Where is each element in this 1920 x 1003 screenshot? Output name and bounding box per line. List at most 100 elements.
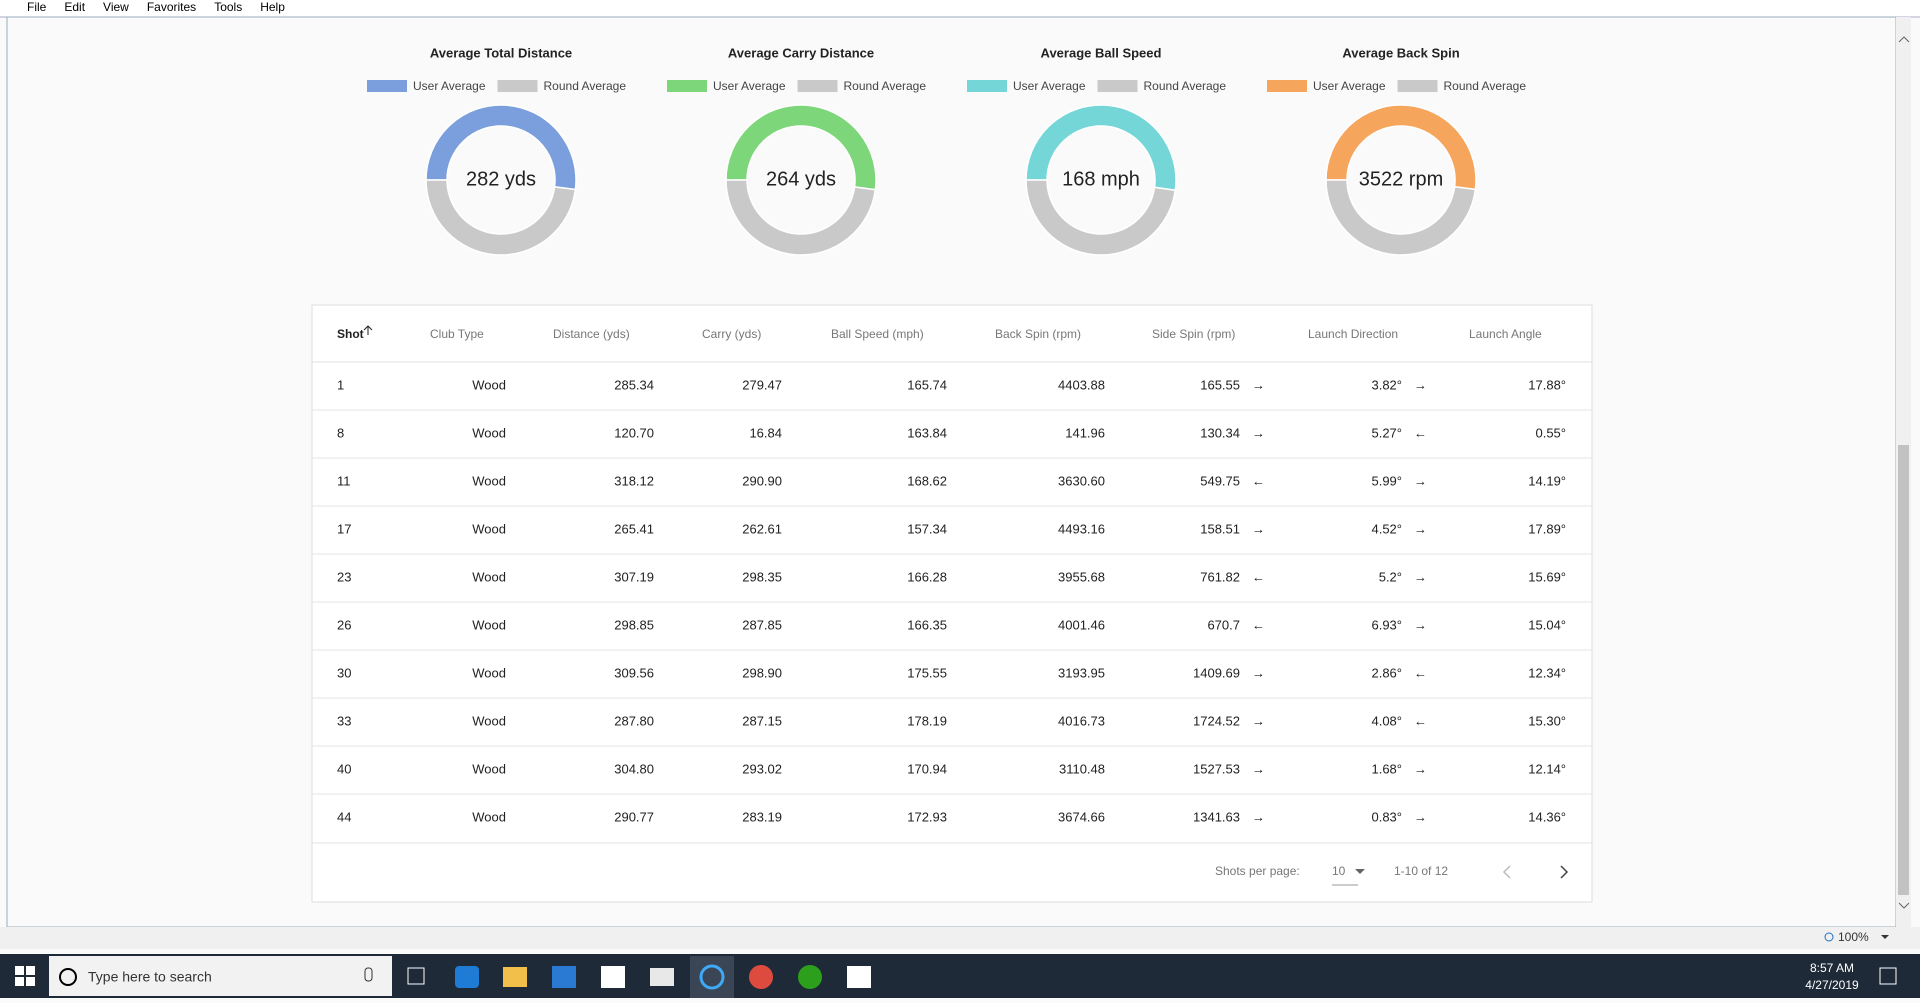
menu-item[interactable]: View [103, 0, 129, 14]
table-cell: 4016.73 [1058, 713, 1105, 728]
app-photos[interactable] [847, 966, 871, 988]
scroll-arrows[interactable] [1898, 36, 1910, 909]
zoom-icon[interactable] [1824, 932, 1834, 942]
app-quickbooks[interactable] [798, 965, 822, 989]
menu-item[interactable]: File [27, 0, 47, 14]
task-view[interactable] [407, 967, 425, 985]
app-ie-active[interactable] [690, 956, 734, 998]
table-cell: 3193.95 [1058, 665, 1105, 680]
next-page[interactable] [1560, 865, 1569, 879]
search-box[interactable] [49, 956, 392, 996]
app-edge[interactable] [455, 966, 479, 988]
search-icon [59, 968, 77, 986]
column-header[interactable]: Carry (yds) [702, 327, 761, 341]
direction-arrow: → [1414, 569, 1427, 584]
legend-label: Round Average [1444, 79, 1527, 93]
table-cell: 15.69° [1528, 569, 1566, 584]
direction-arrow: → [1252, 377, 1265, 392]
table-cell: 17.89° [1528, 521, 1566, 536]
table-cell: 1409.69 [1193, 665, 1240, 680]
legend-label: Round Average [1144, 79, 1227, 93]
table-cell: 40 [337, 761, 351, 776]
table-cell: 761.82 [1200, 569, 1240, 584]
start-button[interactable] [15, 966, 35, 986]
table-cell: Wood [472, 617, 506, 632]
chart-title: Average Back Spin [1342, 45, 1459, 60]
menu-bar [0, 0, 1920, 17]
table-cell: 670.7 [1207, 617, 1240, 632]
direction-arrow: → [1252, 665, 1265, 680]
table-cell: Wood [472, 473, 506, 488]
direction-arrow: ← [1414, 713, 1427, 728]
table-cell: 168.62 [907, 473, 947, 488]
legend-label: User Average [413, 79, 486, 93]
table-cell: 17.88° [1528, 377, 1566, 392]
table-cell: Wood [472, 521, 506, 536]
app-ie[interactable] [699, 964, 725, 990]
app-explorer[interactable] [503, 967, 527, 987]
chart-title: Average Ball Speed [1041, 45, 1162, 60]
table-cell: 293.02 [742, 761, 782, 776]
table-cell: 8 [337, 425, 344, 440]
mic-icon[interactable] [364, 967, 373, 982]
app-amazon[interactable] [601, 966, 625, 988]
column-header[interactable]: Back Spin (rpm) [995, 327, 1081, 341]
per-page-dropdown[interactable] [1355, 869, 1365, 874]
table-cell: 11 [337, 473, 351, 488]
legend-label: Round Average [544, 79, 627, 93]
clock-time[interactable]: 8:57 AM [1810, 961, 1854, 975]
table-cell: 178.19 [907, 713, 947, 728]
table-cell: 15.30° [1528, 713, 1566, 728]
column-header[interactable]: Distance (yds) [553, 327, 630, 341]
table-cell: 141.96 [1065, 425, 1105, 440]
donut-segment [1325, 179, 1477, 256]
table-cell: 17 [337, 521, 351, 536]
clock-date[interactable]: 4/27/2019 [1805, 978, 1859, 992]
table-cell: 307.19 [614, 569, 654, 584]
zoom-level[interactable]: 100% [1838, 930, 1869, 944]
table-cell: 0.83° [1371, 809, 1402, 824]
menu-item[interactable]: Help [260, 0, 285, 14]
legend-swatch [1097, 80, 1138, 92]
direction-arrow: → [1414, 809, 1427, 824]
app-mail[interactable] [650, 968, 674, 986]
column-header[interactable]: Shot [337, 327, 364, 341]
status-bar [0, 927, 1920, 949]
table-cell: 4.52° [1371, 521, 1402, 536]
prev-page[interactable] [1502, 865, 1511, 879]
scroll-thumb[interactable] [1898, 445, 1909, 895]
column-header[interactable]: Side Spin (rpm) [1152, 327, 1235, 341]
table-cell: 23 [337, 569, 351, 584]
app-chrome[interactable] [749, 965, 773, 989]
legend-swatch [367, 80, 407, 92]
table-cell: 120.70 [614, 425, 654, 440]
menu-item[interactable]: Tools [214, 0, 242, 14]
direction-arrow: → [1252, 713, 1265, 728]
notifications[interactable] [1879, 967, 1897, 985]
table-cell: 172.93 [907, 809, 947, 824]
table-cell: Wood [472, 425, 506, 440]
table-cell: Wood [472, 569, 506, 584]
table-cell: 170.94 [907, 761, 947, 776]
table-cell: Wood [472, 713, 506, 728]
column-header[interactable]: Launch Direction [1308, 327, 1398, 341]
column-header[interactable]: Club Type [430, 327, 484, 341]
direction-arrow: → [1252, 521, 1265, 536]
search-placeholder[interactable]: Type here to search [88, 969, 212, 985]
per-page-value[interactable]: 10 [1332, 864, 1346, 878]
table-cell: 285.34 [614, 377, 654, 392]
direction-arrow: → [1414, 521, 1427, 536]
app-store[interactable] [552, 966, 576, 988]
column-header[interactable]: Launch Angle [1469, 327, 1542, 341]
table-cell: 309.56 [614, 665, 654, 680]
donut-center-label: 264 yds [766, 168, 836, 190]
donut-center-label: 282 yds [466, 168, 536, 190]
column-header[interactable]: Ball Speed (mph) [831, 327, 924, 341]
menu-item[interactable]: Edit [64, 0, 85, 14]
table-cell: 4403.88 [1058, 377, 1105, 392]
menu-item[interactable]: Favorites [147, 0, 196, 14]
zoom-dropdown[interactable] [1881, 935, 1889, 939]
sort-icon[interactable] [363, 325, 373, 335]
